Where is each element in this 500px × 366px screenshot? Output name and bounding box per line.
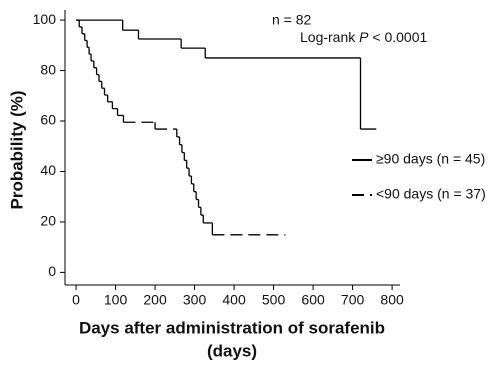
annotation-text: P xyxy=(359,29,369,45)
annotation-text: Log-rank xyxy=(300,29,356,45)
y-axis-label: Probability (%) xyxy=(7,90,26,209)
y-tick-label: 40 xyxy=(40,162,56,178)
x-tick-label: 800 xyxy=(380,292,404,308)
x-axis-label: (days) xyxy=(207,341,257,360)
x-tick-label: 700 xyxy=(341,292,365,308)
legend-label: ≥90 days (n = 45) xyxy=(376,151,485,167)
x-tick-label: 0 xyxy=(72,292,80,308)
y-tick-label: 20 xyxy=(40,213,56,229)
annotation-text: < 0.0001 xyxy=(372,29,427,45)
x-tick-label: 500 xyxy=(262,292,286,308)
x-axis-label: Days after administration of sorafenib xyxy=(79,318,385,337)
y-tick-label: 80 xyxy=(40,61,56,77)
annotation: Log-rank P < 0.0001 xyxy=(300,29,427,45)
x-tick-label: 300 xyxy=(183,292,207,308)
y-tick-label: 60 xyxy=(40,112,56,128)
x-tick-label: 600 xyxy=(301,292,325,308)
y-tick-label: 0 xyxy=(48,263,56,279)
annotation: n = 82 xyxy=(272,12,312,28)
legend-label: <90 days (n = 37) xyxy=(376,186,486,202)
x-tick-label: 200 xyxy=(143,292,167,308)
x-tick-label: 100 xyxy=(104,292,128,308)
y-tick-label: 100 xyxy=(33,11,57,27)
x-tick-label: 400 xyxy=(222,292,246,308)
